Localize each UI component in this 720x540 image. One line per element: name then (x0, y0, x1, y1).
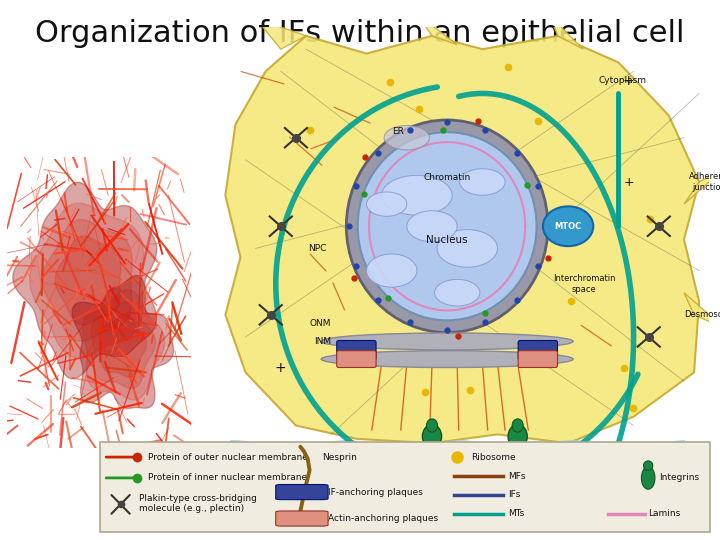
FancyBboxPatch shape (518, 341, 557, 360)
Text: Hemidesmosome: Hemidesmosome (395, 452, 469, 461)
Text: IFs: IFs (508, 490, 521, 500)
Polygon shape (417, 14, 457, 45)
Ellipse shape (512, 419, 523, 432)
Text: Adherens
junction: Adherens junction (689, 172, 720, 192)
Polygon shape (42, 220, 132, 341)
Text: MFs: MFs (508, 471, 526, 481)
Text: Interchromatin
space: Interchromatin space (553, 274, 616, 294)
Polygon shape (684, 293, 720, 328)
Text: ER: ER (392, 126, 403, 136)
Text: INM: INM (314, 337, 331, 346)
Ellipse shape (435, 279, 480, 306)
Text: +: + (624, 177, 634, 190)
FancyBboxPatch shape (337, 350, 376, 368)
Text: Desmosome: Desmosome (684, 310, 720, 319)
Ellipse shape (382, 176, 452, 215)
Ellipse shape (423, 424, 441, 449)
Text: +: + (275, 361, 287, 375)
Text: MTs: MTs (508, 509, 525, 518)
Polygon shape (256, 18, 306, 49)
Text: Nesprin: Nesprin (322, 453, 357, 462)
Ellipse shape (366, 192, 407, 217)
FancyBboxPatch shape (276, 484, 328, 500)
Polygon shape (548, 14, 583, 49)
Text: NPC: NPC (307, 244, 326, 253)
Polygon shape (55, 236, 121, 325)
Ellipse shape (321, 333, 573, 350)
Text: IF-anchoring plaques: IF-anchoring plaques (328, 488, 423, 497)
Text: MTOC: MTOC (554, 222, 582, 231)
FancyBboxPatch shape (518, 350, 557, 368)
Ellipse shape (407, 211, 457, 242)
Text: Ribosome: Ribosome (472, 453, 516, 462)
Ellipse shape (459, 168, 505, 195)
Text: Integrins: Integrins (660, 474, 699, 482)
Polygon shape (225, 36, 699, 443)
Text: Focal adhesion: Focal adhesion (506, 452, 570, 461)
Ellipse shape (358, 132, 536, 320)
Text: ONM: ONM (310, 319, 331, 328)
Text: Cytoplasm: Cytoplasm (598, 76, 647, 85)
Ellipse shape (384, 125, 429, 150)
FancyBboxPatch shape (100, 442, 710, 532)
Polygon shape (13, 183, 157, 379)
Text: Lamins: Lamins (648, 509, 680, 518)
Polygon shape (91, 302, 156, 388)
Ellipse shape (346, 120, 548, 333)
Ellipse shape (642, 467, 655, 489)
Text: Chromatin: Chromatin (423, 173, 471, 182)
FancyBboxPatch shape (276, 511, 328, 526)
Polygon shape (99, 314, 147, 377)
Text: Plakin-type cross-bridging
molecule (e.g., plectin): Plakin-type cross-bridging molecule (e.g… (139, 494, 257, 513)
Ellipse shape (543, 206, 593, 246)
Text: Nucleus: Nucleus (426, 234, 468, 245)
Ellipse shape (437, 230, 498, 267)
Ellipse shape (426, 419, 438, 432)
Polygon shape (684, 168, 720, 204)
Text: ECM: ECM (472, 461, 492, 470)
Text: Protein of inner nuclear membrane: Protein of inner nuclear membrane (148, 474, 307, 482)
Ellipse shape (644, 461, 653, 470)
Ellipse shape (321, 350, 573, 368)
Polygon shape (30, 203, 143, 357)
Text: Actin-anchoring plaques: Actin-anchoring plaques (328, 514, 438, 523)
Text: +: + (623, 73, 634, 87)
Ellipse shape (366, 254, 417, 287)
Polygon shape (83, 289, 165, 400)
Text: Protein of outer nuclear membrane: Protein of outer nuclear membrane (148, 453, 307, 462)
FancyBboxPatch shape (337, 341, 376, 360)
Polygon shape (72, 275, 174, 408)
Ellipse shape (508, 424, 527, 449)
Text: Organization of IFs within an epithelial cell: Organization of IFs within an epithelial… (35, 19, 685, 48)
